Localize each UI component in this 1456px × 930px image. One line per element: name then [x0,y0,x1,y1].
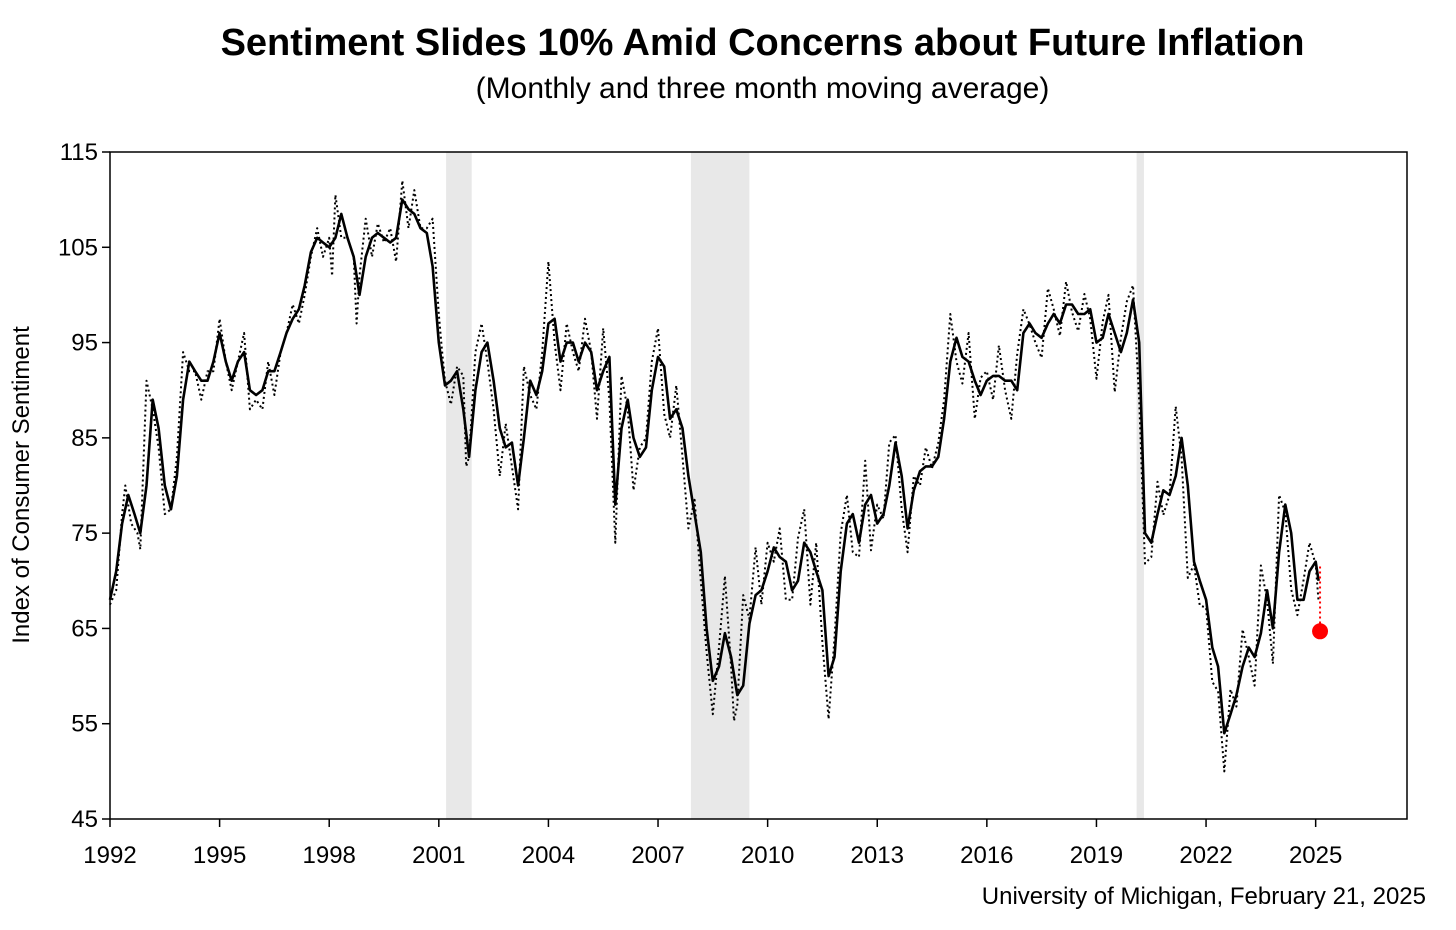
y-tick-label: 95 [71,330,98,357]
x-tick-label: 2010 [741,842,794,869]
x-tick-label: 1998 [303,842,356,869]
y-tick-label: 65 [71,615,98,642]
x-tick-label: 1992 [83,842,136,869]
axes: 45 55 65 75 85 95 105 115 1992 1995 1998 2001 2004 20… [58,139,1408,869]
series-lines [108,179,1320,773]
x-tick-label: 2019 [1070,842,1123,869]
x-tick-label: 2016 [960,842,1013,869]
y-tick-label: 45 [71,806,98,833]
source-note: University of Michigan, February 21, 202… [981,883,1426,910]
chart-subtitle: (Monthly and three month moving average) [475,72,1050,105]
latest-marker [1312,566,1329,640]
x-tick-label: 2013 [851,842,904,869]
x-tick-label: 2004 [522,842,575,869]
latest-data-point [1312,623,1329,640]
x-tick-label: 2025 [1289,842,1342,869]
x-tick-label: 2022 [1179,842,1232,869]
x-tick-label: 1995 [193,842,246,869]
plot-frame [109,151,1408,820]
chart-title: Sentiment Slides 10% Amid Concerns about… [220,22,1305,64]
y-tick-label: 75 [71,520,98,547]
y-tick-label: 55 [71,711,98,738]
recession-band [1136,152,1144,819]
y-tick-label: 85 [71,425,98,452]
recession-shading [446,152,1144,819]
y-tick-label: 105 [58,234,98,261]
recession-band [690,152,750,819]
x-tick-label: 2007 [631,842,684,869]
x-tick-label: 2001 [412,842,465,869]
moving-average-line [108,198,1320,735]
recession-band [446,152,472,819]
y-tick-label: 115 [60,139,98,166]
